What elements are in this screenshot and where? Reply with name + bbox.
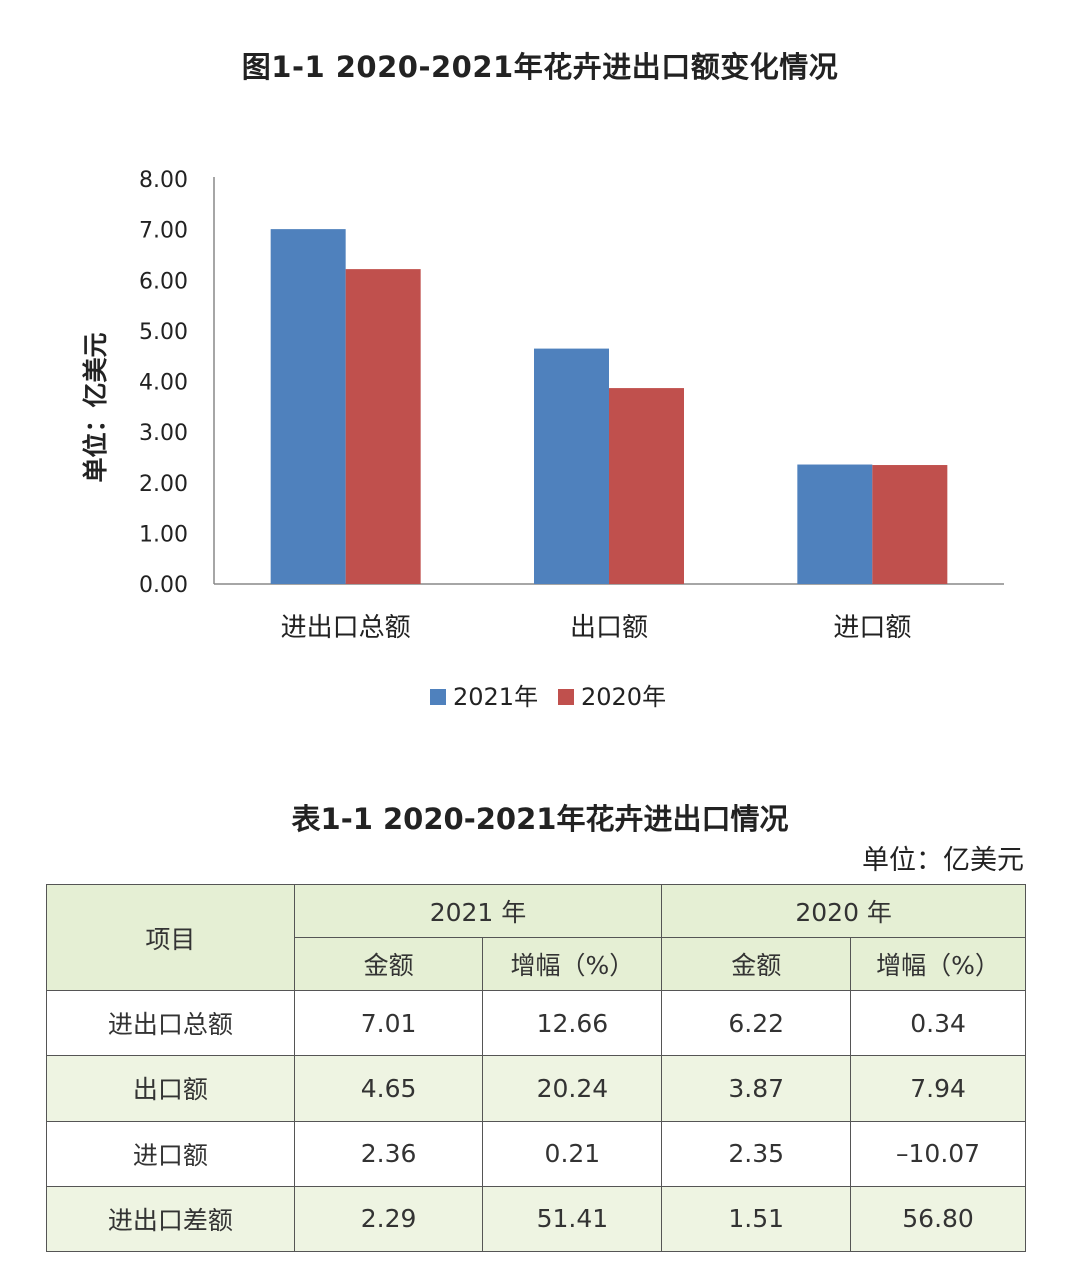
legend-label: 2020年 [581, 683, 666, 711]
y-tick-label: 7.00 [139, 219, 188, 244]
table-row: 进出口差额 2.29 51.41 1.51 56.80 [46, 1185, 1026, 1253]
y-tick-label: 5.00 [139, 320, 188, 345]
row-label: 出口额 [46, 1055, 295, 1122]
header-year-2020: 2020 年 [661, 884, 1026, 938]
header-amount-2021: 金额 [293, 937, 484, 991]
table-unit-label: 单位：亿美元 [862, 845, 1024, 876]
table-cell: 0.21 [482, 1120, 663, 1187]
table-row: 出口额 4.65 20.24 3.87 7.94 [46, 1055, 1026, 1122]
y-tick-label: 6.00 [139, 269, 188, 294]
table-cell: 1.51 [661, 1185, 852, 1253]
bar-series-1 [534, 348, 609, 584]
chart-title: 图1-1 2020-2021年花卉进出口额变化情况 [241, 50, 839, 84]
table-row: 进口额 2.36 0.21 2.35 –10.07 [46, 1120, 1026, 1187]
table-cell: –10.07 [850, 1120, 1026, 1187]
x-category-label: 进出口总额 [281, 613, 411, 643]
table-cell: 51.41 [482, 1185, 663, 1253]
table-cell: 2.35 [661, 1120, 852, 1187]
table-cell: 0.34 [850, 989, 1026, 1057]
table-cell: 4.65 [293, 1055, 484, 1122]
table-cell: 12.66 [482, 989, 663, 1057]
header-growth-2021: 增幅（%） [482, 937, 663, 991]
bar-series-1 [270, 229, 346, 584]
header-amount-2020: 金额 [661, 937, 852, 991]
bar-series-2 [872, 465, 948, 584]
table-cell: 20.24 [482, 1055, 663, 1122]
y-tick-label: 3.00 [139, 421, 188, 446]
table-cell: 7.94 [850, 1055, 1026, 1122]
legend-swatch [558, 689, 574, 705]
header-year-2021: 2021 年 [293, 884, 663, 938]
table-cell: 7.01 [293, 989, 484, 1057]
import-export-table: 项目 2021 年 2020 年 金额 增幅（%） 金额 增幅（%） 进出口总额… [46, 884, 1026, 1253]
legend-swatch [430, 689, 446, 705]
row-label: 进出口总额 [46, 989, 295, 1057]
bar-series-1 [797, 464, 873, 584]
table-row: 进出口总额 7.01 12.66 6.22 0.34 [46, 989, 1026, 1057]
y-tick-label: 0.00 [139, 573, 188, 598]
x-category-label: 进口额 [833, 613, 911, 643]
bar-chart: 0.00 1.00 2.00 3.00 4.00 5.00 6.00 7.00 8.00 单位：亿… [81, 168, 1004, 711]
bar-series-2 [609, 388, 684, 584]
header-item: 项目 [46, 884, 295, 991]
y-tick-label: 8.00 [139, 168, 188, 193]
row-label: 进出口差额 [46, 1185, 295, 1253]
table-title: 表1-1 2020-2021年花卉进出口情况 [291, 802, 789, 836]
table-cell: 6.22 [661, 989, 852, 1057]
y-tick-label: 4.00 [139, 371, 188, 396]
table-cell: 3.87 [661, 1055, 852, 1122]
x-category-label: 出口额 [570, 613, 648, 643]
y-tick-label: 1.00 [139, 522, 188, 547]
row-label: 进口额 [46, 1120, 295, 1187]
header-growth-2020: 增幅（%） [850, 937, 1026, 991]
table-cell: 2.29 [293, 1185, 484, 1253]
bar-series-2 [345, 269, 421, 584]
table-cell: 2.36 [293, 1120, 484, 1187]
y-axis-title: 单位：亿美元 [81, 332, 110, 482]
y-tick-label: 2.00 [139, 472, 188, 497]
legend-label: 2021年 [453, 683, 538, 711]
table-cell: 56.80 [850, 1185, 1026, 1253]
